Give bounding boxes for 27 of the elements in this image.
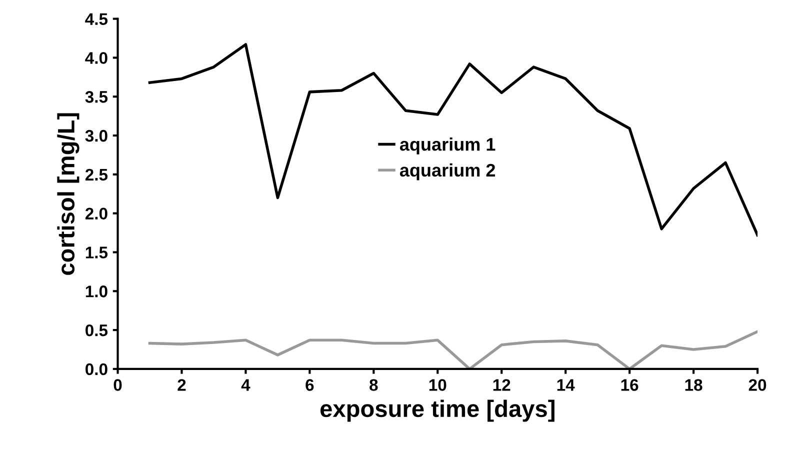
y-tick-label: 0.0	[86, 363, 108, 376]
x-tick-label: 14	[557, 379, 575, 391]
x-tick-label: 4	[241, 379, 250, 391]
y-tick-label: 4.5	[85, 13, 108, 26]
x-axis-title: exposure time [days]	[320, 400, 554, 422]
x-tick-label: 12	[493, 379, 510, 391]
line-series	[148, 330, 758, 369]
y-tick-label: 0.5	[86, 324, 108, 336]
y-tick-label: 1.5	[86, 246, 108, 258]
legend-label: aquarium 1	[400, 138, 496, 154]
x-tick-label: 8	[370, 379, 378, 391]
legend-label: aquarium 2	[400, 163, 496, 180]
x-tick-label: 6	[306, 379, 314, 391]
x-tick-label: 10	[429, 379, 446, 391]
x-tick-label: 2	[178, 379, 186, 391]
y-tick-label: 4.0	[85, 52, 108, 64]
y-tick-label: 2.0	[85, 208, 108, 220]
line-series	[148, 43, 758, 237]
y-tick-label: 3.5	[85, 91, 108, 103]
y-tick-label: 1.0	[86, 286, 108, 298]
x-tick-label: 16	[621, 379, 638, 391]
y-tick-label: 2.5	[85, 168, 108, 181]
y-tick-label: 3.0	[85, 130, 108, 142]
x-tick-label: 0	[114, 379, 122, 391]
x-tick-label: 20	[748, 379, 766, 391]
y-axis-title: cortisol [mg/L]	[57, 113, 80, 275]
x-tick-label: 18	[685, 379, 702, 391]
